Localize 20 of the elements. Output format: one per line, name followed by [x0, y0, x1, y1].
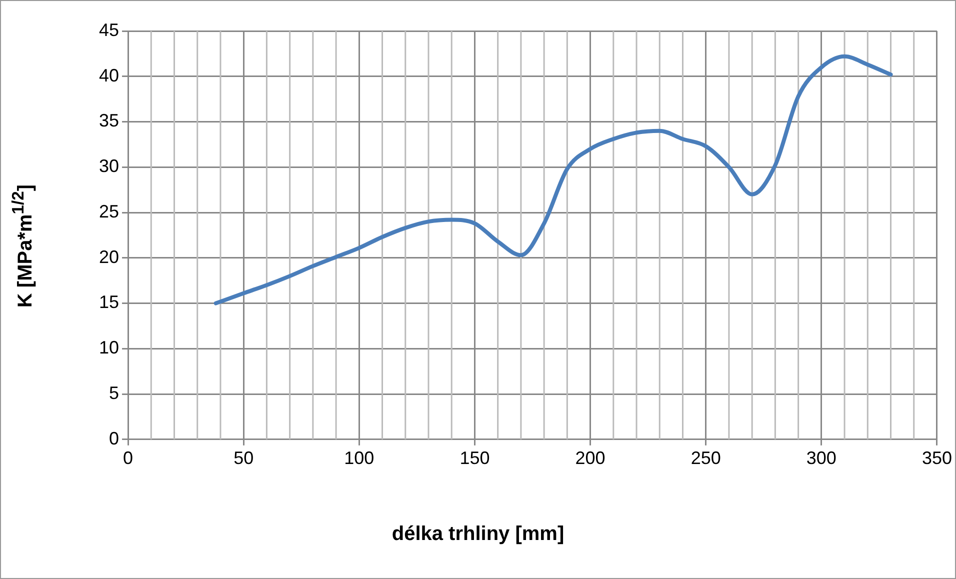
- x-tick-label: 300: [806, 448, 836, 468]
- x-tick-label: 350: [922, 448, 952, 468]
- y-tick-label: 20: [98, 246, 120, 267]
- x-tick-label: 0: [123, 448, 134, 468]
- x-tick-label: 100: [344, 448, 374, 468]
- y-tick-label: 40: [98, 65, 120, 86]
- y-tick-label: 30: [98, 156, 120, 176]
- line-series: [214, 54, 893, 306]
- y-tick-label: 15: [98, 292, 120, 312]
- y-tick-label: 25: [98, 201, 120, 222]
- x-tick-label: 150: [460, 448, 490, 468]
- y-tick-label: 10: [98, 338, 120, 358]
- x-tick-label: 50: [234, 448, 254, 468]
- y-tick-label: 5: [109, 382, 120, 403]
- x-axis-title: délka trhliny [mm]: [390, 523, 566, 546]
- y-tick-label: 0: [109, 428, 120, 448]
- x-tick-label: 250: [690, 448, 721, 468]
- y-tick-label: 35: [98, 110, 120, 131]
- y-tick-label: 45: [98, 20, 120, 40]
- x-tick-label: 200: [575, 448, 606, 468]
